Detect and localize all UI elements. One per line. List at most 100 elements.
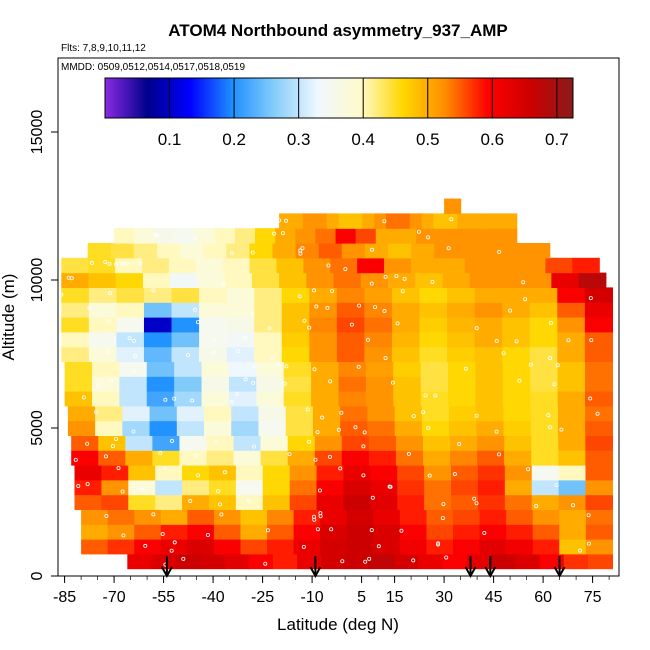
heat-cell (585, 391, 613, 407)
heat-cell (558, 494, 587, 510)
heat-cell (64, 391, 93, 407)
heat-cell (458, 198, 460, 214)
heat-cell (336, 287, 366, 303)
heat-cell (585, 509, 613, 525)
sample-point (265, 528, 270, 533)
heat-cell (128, 494, 156, 510)
sample-point (349, 322, 354, 327)
sample-point (441, 502, 446, 507)
sample-point (357, 303, 362, 308)
heat-cell (114, 228, 135, 244)
sample-point (230, 251, 235, 256)
sample-point (85, 441, 90, 446)
heat-cell (563, 553, 589, 570)
heat-cell (88, 346, 118, 362)
heat-cell (476, 228, 498, 244)
heat-cell (256, 361, 285, 377)
sample-point (318, 514, 323, 519)
heat-cell (208, 465, 237, 481)
heat-cell (204, 405, 232, 422)
heat-cell (143, 317, 173, 333)
heat-cell (336, 346, 366, 362)
heat-cell (343, 494, 371, 510)
heat-cell (316, 465, 345, 481)
heat-cell (448, 376, 477, 392)
heat-cell (101, 479, 129, 496)
sample-point (76, 483, 81, 488)
heat-cell (195, 257, 224, 274)
heat-cell (154, 228, 176, 244)
heat-cell (584, 287, 613, 303)
heat-cell (445, 198, 448, 214)
heat-cell (98, 435, 126, 451)
sample-point (81, 395, 86, 400)
heat-cell (444, 198, 446, 214)
heat-cell (447, 331, 476, 348)
heat-cell (558, 479, 587, 496)
sample-point (307, 325, 312, 330)
heat-cell (142, 272, 171, 288)
heat-cell (171, 331, 200, 348)
heat-cell (235, 465, 264, 481)
heat-cell (281, 331, 310, 348)
sample-point (588, 296, 593, 301)
heat-cell (338, 213, 351, 229)
heat-cell (338, 391, 367, 407)
heat-cell (477, 465, 506, 481)
heat-cell (585, 494, 613, 510)
heat-cell (176, 405, 205, 422)
sample-point (416, 229, 421, 234)
sample-point (383, 274, 388, 279)
heat-cell (557, 361, 586, 377)
sample-point (284, 364, 289, 369)
sample-point (87, 306, 92, 311)
heat-cell (479, 539, 507, 555)
heat-cell (585, 435, 613, 451)
heat-cell (504, 494, 533, 510)
heat-cell (311, 361, 340, 377)
heat-cell (303, 257, 331, 274)
heat-cell (146, 376, 175, 392)
heat-cell (419, 331, 448, 348)
heat-cell (421, 213, 435, 229)
heat-cell (222, 257, 251, 274)
sample-point (315, 527, 320, 532)
sample-point (229, 400, 234, 405)
sample-point (559, 427, 564, 432)
heat-cell (504, 450, 532, 466)
heat-cell (233, 435, 262, 451)
sample-point (95, 383, 100, 388)
heat-cell (234, 228, 256, 244)
heat-cell (311, 376, 340, 392)
sample-point (243, 377, 248, 382)
sample-point (394, 274, 399, 279)
sample-point (311, 288, 316, 293)
heat-cell (231, 405, 260, 422)
y-tick-label: 0 (29, 571, 46, 580)
flight-arrows (161, 556, 566, 579)
heat-cell (475, 376, 504, 392)
sample-point (329, 527, 334, 532)
heat-cell (143, 331, 173, 348)
heat-cell (454, 198, 457, 214)
heat-cell (370, 479, 398, 496)
heat-cell (336, 331, 366, 348)
x-tick-label: 60 (534, 589, 552, 606)
heat-cell (116, 346, 145, 362)
heat-cell (61, 346, 90, 362)
heat-cell (557, 302, 586, 318)
heat-cell (179, 450, 208, 466)
sample-point (523, 297, 528, 302)
heat-cell (447, 287, 476, 303)
heat-cell (204, 420, 232, 436)
heat-cell (466, 553, 492, 570)
sample-point (474, 501, 479, 506)
sample-point (436, 542, 441, 547)
heat-cell (491, 257, 520, 274)
heat-cell (267, 524, 295, 540)
sample-point (327, 454, 332, 459)
sample-point (172, 540, 177, 545)
heat-cell (447, 346, 476, 362)
colorbar: 0.1 0.2 0.3 0.4 0.5 0.6 0.7 (104, 77, 574, 149)
heat-cell (81, 509, 109, 525)
